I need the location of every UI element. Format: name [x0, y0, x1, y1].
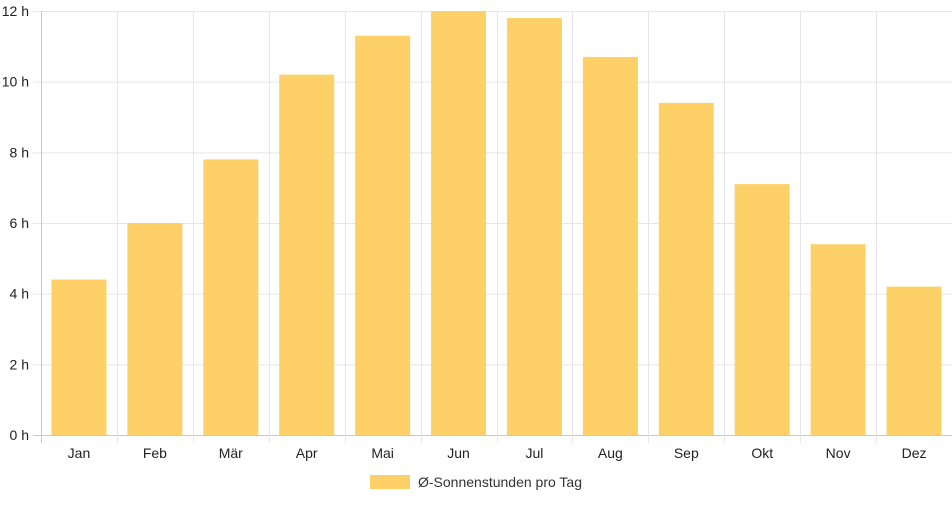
bar-okt — [734, 184, 790, 435]
bar-jan — [51, 279, 107, 435]
x-tick-label: Sep — [674, 445, 699, 461]
bar-aug — [582, 56, 638, 435]
bar-feb — [127, 223, 183, 435]
x-tick-label: Nov — [826, 445, 851, 461]
y-tick-label: 8 h — [10, 144, 29, 160]
bar-sep — [658, 102, 714, 435]
bar-mai — [355, 35, 411, 435]
x-tick-label: Jan — [68, 445, 91, 461]
bar-jun — [431, 11, 487, 435]
x-tick-label: Jun — [447, 445, 470, 461]
y-tick-label: 0 h — [10, 427, 29, 443]
x-tick-label: Okt — [751, 445, 773, 461]
bar-jul — [506, 18, 562, 436]
y-tick-label: 12 h — [2, 3, 29, 19]
y-tick-label: 6 h — [10, 215, 29, 231]
bar-mär — [203, 159, 259, 435]
legend-label[interactable]: Ø-Sonnenstunden pro Tag — [418, 474, 582, 490]
x-tick-label: Jul — [526, 445, 544, 461]
x-tick-label: Mai — [371, 445, 394, 461]
bar-apr — [279, 74, 335, 435]
y-tick-label: 4 h — [10, 286, 29, 302]
y-tick-label: 10 h — [2, 74, 29, 90]
grid-lines — [33, 11, 952, 443]
x-tick-label: Aug — [598, 445, 623, 461]
y-tick-label: 2 h — [10, 356, 29, 372]
bar-dez — [886, 286, 942, 435]
x-tick-label: Apr — [296, 445, 318, 461]
legend-swatch[interactable] — [370, 475, 410, 489]
axes: 0 h 2 h 4 h 6 h 8 h 10 h 12 h Jan Feb Mär Apr Mai Ju… — [2, 3, 927, 461]
x-tick-label: Feb — [143, 445, 167, 461]
legend[interactable]: Ø-Sonnenstunden pro Tag — [370, 474, 582, 490]
bars — [51, 11, 942, 436]
x-tick-label: Dez — [902, 445, 927, 461]
x-tick-label: Mär — [219, 445, 243, 461]
bar-nov — [810, 244, 866, 435]
